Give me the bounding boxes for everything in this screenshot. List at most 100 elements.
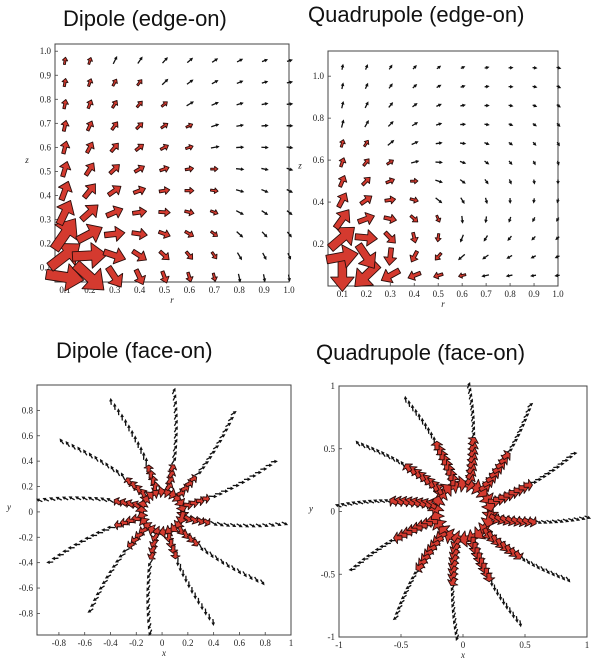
- arrow-head: [365, 553, 370, 558]
- field-arrow: [235, 210, 244, 215]
- arrow-body: [134, 143, 145, 152]
- arrow-head: [366, 444, 370, 449]
- arrow-head: [437, 84, 442, 89]
- field-arrow: [270, 459, 278, 464]
- field-arrow: [262, 523, 269, 527]
- arrow-head: [240, 145, 245, 150]
- field-arrow: [191, 538, 201, 547]
- y-tick-label: 0.2: [313, 239, 324, 249]
- arrow-head: [469, 398, 473, 403]
- arrow-head: [546, 570, 550, 575]
- field-arrow: [119, 498, 128, 507]
- field-arrow: [60, 140, 71, 155]
- arrow-body: [168, 545, 179, 554]
- arrow-head: [410, 404, 415, 408]
- arrow-head: [557, 85, 562, 89]
- field-arrow: [467, 387, 472, 395]
- field-arrow: [120, 413, 124, 421]
- arrow-head: [438, 199, 443, 204]
- arrow-body: [523, 478, 533, 492]
- field-arrow: [106, 185, 122, 198]
- field-arrow: [556, 179, 560, 185]
- arrow-head: [340, 82, 345, 87]
- field-arrow: [173, 438, 178, 446]
- field-arrow: [186, 57, 194, 64]
- arrow-body: [415, 562, 425, 573]
- arrow-head: [518, 623, 523, 628]
- field-arrow: [366, 444, 371, 451]
- arrow-body: [327, 226, 355, 252]
- arrow-body: [114, 520, 123, 531]
- field-arrow: [451, 595, 455, 603]
- field-arrow: [550, 570, 555, 577]
- arrow-body: [133, 268, 146, 286]
- arrow-head: [486, 122, 490, 127]
- field-arrow: [435, 179, 443, 184]
- arrow-body: [184, 229, 195, 238]
- field-arrow: [546, 519, 553, 524]
- field-arrow: [143, 464, 154, 473]
- field-arrow: [219, 434, 226, 439]
- arrow-head: [521, 423, 526, 428]
- arrow-body: [175, 510, 188, 524]
- arrow-body: [189, 515, 199, 525]
- field-arrow: [75, 223, 103, 245]
- field-arrow: [336, 192, 349, 209]
- field-arrow: [57, 180, 73, 202]
- field-arrow: [255, 523, 263, 528]
- y-axis-label: y: [6, 502, 11, 512]
- field-arrow: [162, 57, 168, 64]
- arrow-head: [144, 457, 149, 462]
- arrow-body: [447, 576, 459, 587]
- arrow-head: [481, 274, 486, 278]
- arrow-head: [210, 554, 214, 559]
- field-arrow: [51, 556, 59, 561]
- arrow-head: [391, 455, 395, 460]
- field-arrow: [249, 474, 257, 478]
- arrow-body: [361, 176, 371, 187]
- field-arrow: [365, 553, 373, 558]
- field-arrow: [150, 532, 160, 542]
- field-arrow: [232, 483, 240, 488]
- field-arrow: [561, 458, 569, 463]
- field-arrow: [118, 553, 126, 558]
- arrow-head: [394, 611, 399, 615]
- arrow-head: [532, 180, 536, 185]
- y-tick-label: 0.9: [40, 70, 52, 80]
- arrow-head: [530, 273, 534, 278]
- field-arrow: [243, 477, 251, 482]
- arrow-body: [409, 196, 419, 204]
- arrow-head: [264, 102, 269, 106]
- field-arrow: [364, 64, 369, 70]
- field-arrow: [471, 426, 476, 433]
- arrow-body: [410, 231, 419, 244]
- field-arrow: [175, 510, 188, 524]
- arrow-head: [121, 549, 126, 553]
- arrow-head: [237, 278, 242, 283]
- arrow-head: [529, 402, 534, 407]
- arrow-head: [174, 406, 178, 411]
- arrow-body: [55, 199, 75, 227]
- arrow-body: [61, 77, 69, 88]
- field-arrow: [198, 543, 204, 552]
- field-arrow: [135, 100, 143, 109]
- field-arrow: [171, 387, 176, 395]
- arrow-head: [173, 444, 178, 449]
- arrow-head: [437, 103, 442, 107]
- field-arrow: [423, 422, 428, 430]
- y-tick-label: 0: [331, 507, 336, 517]
- arrow-head: [509, 122, 514, 127]
- arrow-body: [86, 78, 94, 88]
- y-tick-label: 0.4: [313, 197, 325, 207]
- plot-frame: [54, 43, 290, 283]
- y-tick-label: 1.0: [40, 46, 52, 56]
- arrow-head: [109, 397, 113, 402]
- arrow-body: [409, 214, 419, 223]
- field-arrow: [220, 558, 225, 565]
- field-arrow: [111, 563, 119, 568]
- field-arrow: [286, 123, 294, 128]
- field-arrow: [190, 586, 194, 594]
- arrow-body: [202, 493, 211, 504]
- arrow-head: [198, 471, 203, 475]
- arrow-head: [471, 426, 476, 431]
